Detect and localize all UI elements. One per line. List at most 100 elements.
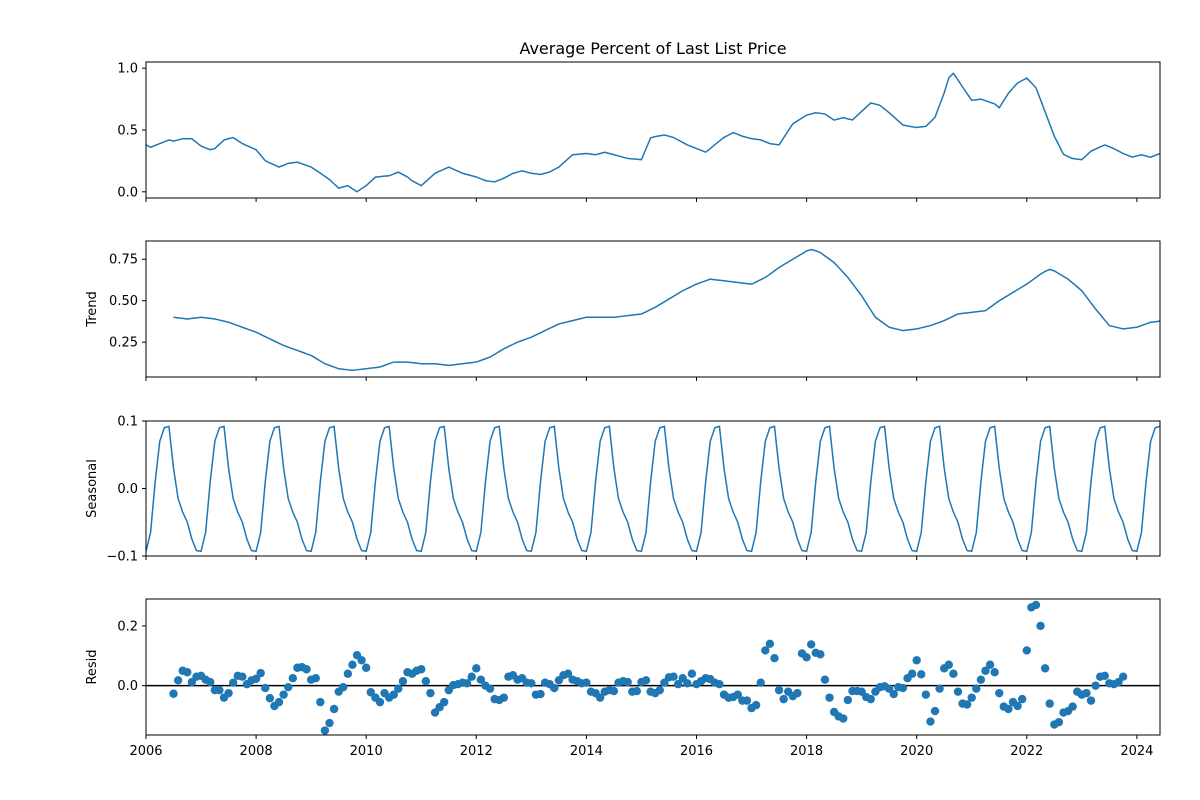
resid-point	[715, 679, 724, 689]
resid-point	[742, 696, 752, 705]
resid-point	[228, 678, 238, 687]
resid-point	[274, 697, 284, 707]
resid-point	[839, 714, 848, 723]
resid-point	[550, 683, 559, 693]
resid-point	[687, 669, 697, 678]
resid-point	[215, 685, 224, 695]
resid-point	[417, 665, 426, 674]
resid-point	[439, 697, 449, 707]
resid-data	[146, 600, 1160, 735]
resid-point	[756, 678, 765, 687]
resid-point	[1004, 704, 1013, 714]
resid-point	[343, 669, 353, 678]
resid-point	[609, 686, 619, 696]
resid-point	[320, 726, 330, 735]
observed-axes-frame	[145, 61, 1161, 199]
resid-point	[467, 672, 476, 681]
y-tick-label: 0.5	[117, 124, 138, 139]
resid-point	[641, 676, 651, 685]
resid-point	[251, 674, 261, 684]
resid-point	[806, 640, 816, 649]
resid-point	[935, 684, 944, 693]
resid-point	[683, 679, 692, 688]
resid-point	[825, 693, 834, 702]
y-tick-label: 0.0	[117, 679, 138, 694]
resid-point	[655, 685, 664, 695]
resid-point	[843, 695, 853, 705]
panel-observed: 0.0 0.5 1.0	[117, 61, 1161, 202]
resid-point	[206, 677, 215, 687]
resid-point	[930, 706, 940, 716]
x-tick-label: 2018	[790, 744, 823, 759]
resid-point	[398, 677, 408, 686]
resid-point	[361, 663, 371, 672]
trend-axis-label: Trend	[85, 291, 100, 328]
x-tick-label: 2012	[460, 744, 493, 759]
resid-point	[1045, 699, 1054, 708]
chart-panels: 0.0 0.5 1.0 0.25 0.50 0.75 Trend −0.1 0.0 0.1 Seas…	[85, 61, 1161, 759]
resid-point	[329, 704, 339, 714]
resid-point	[357, 656, 366, 665]
resid-point	[527, 679, 536, 688]
x-tick-label: 2020	[900, 744, 933, 759]
x-tick-label: 2016	[680, 744, 713, 759]
resid-point	[238, 672, 247, 681]
resid-point	[582, 678, 591, 687]
trend-series-line	[173, 248, 1160, 372]
resid-point	[1031, 600, 1041, 610]
panel-resid: 0.0 0.2 2006 2008 2010 2012 2014 2016 2018 2020 20…	[85, 598, 1161, 759]
resid-point	[972, 684, 981, 693]
resid-point	[339, 682, 348, 692]
resid-point	[476, 675, 486, 684]
resid-point	[183, 668, 192, 677]
observed-data	[146, 72, 1160, 193]
resid-point	[981, 666, 990, 675]
resid-point	[499, 693, 509, 702]
y-tick-label: 0.2	[117, 619, 138, 634]
resid-point	[976, 675, 986, 684]
y-tick-label: −0.1	[106, 550, 138, 565]
resid-point	[669, 672, 678, 681]
panel-trend: 0.25 0.50 0.75 Trend	[85, 240, 1161, 381]
y-tick-label: 0.0	[117, 185, 138, 200]
y-tick-label: 1.0	[117, 62, 138, 77]
resid-point	[256, 668, 265, 678]
resid-point	[962, 700, 972, 709]
x-tick-label: 2014	[570, 744, 603, 759]
resid-point	[375, 697, 385, 707]
resid-point	[462, 679, 472, 688]
resid-point	[426, 688, 435, 698]
resid-point	[820, 675, 830, 684]
resid-point	[563, 669, 573, 678]
seasonal-axis-label: Seasonal	[85, 459, 100, 518]
resid-point	[1036, 621, 1045, 631]
resid-point	[949, 669, 958, 678]
seasonal-data	[146, 425, 1160, 553]
y-tick-label: 0.1	[117, 415, 138, 430]
resid-point	[316, 697, 325, 707]
resid-point	[1040, 664, 1050, 673]
resid-point	[632, 686, 642, 696]
trend-axes-frame	[145, 240, 1161, 378]
resid-point	[472, 664, 481, 673]
resid-point	[921, 690, 931, 699]
resid-point	[284, 682, 293, 692]
resid-point	[967, 693, 976, 702]
resid-point	[990, 668, 999, 677]
resid-point	[623, 677, 632, 687]
resid-point	[302, 665, 311, 674]
resid-point	[770, 653, 779, 663]
resid-point	[761, 646, 770, 655]
resid-point	[1017, 694, 1027, 704]
resid-point	[765, 639, 775, 649]
resid-point	[325, 718, 334, 728]
resid-point	[279, 690, 288, 699]
x-tick-label: 2008	[240, 744, 273, 759]
trend-data	[173, 248, 1160, 372]
x-tick-label: 2010	[350, 744, 383, 759]
resid-point	[394, 684, 403, 693]
resid-point	[953, 687, 963, 696]
resid-point	[1118, 672, 1128, 681]
resid-point	[595, 693, 605, 702]
x-tick-label: 2006	[129, 744, 162, 759]
